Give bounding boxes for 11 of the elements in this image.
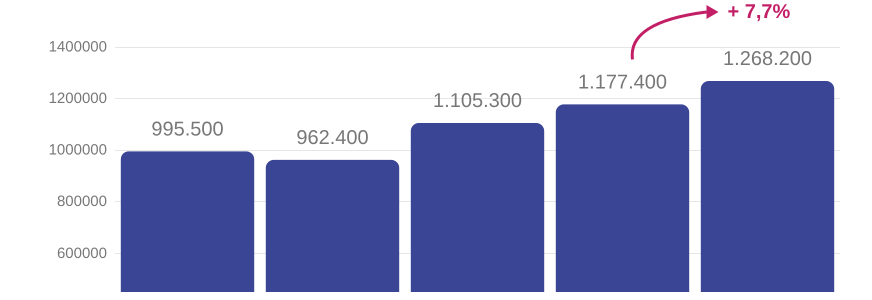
data-label: 995.500 xyxy=(151,118,224,140)
y-tick-label: 1000000 xyxy=(48,142,107,159)
data-label: 1.268.200 xyxy=(723,48,812,70)
text: + 7,7% xyxy=(728,1,791,23)
y-tick-label: 1400000 xyxy=(48,38,107,56)
y-tick-label: 1200000 xyxy=(48,90,107,108)
y-tick-label: 800000 xyxy=(56,193,107,210)
y-tick-label: 600000 xyxy=(56,244,107,262)
data-label: 1.177.400 xyxy=(578,71,667,94)
data-label: 962.400 xyxy=(296,126,369,149)
data-label: 1.105.300 xyxy=(433,90,522,112)
